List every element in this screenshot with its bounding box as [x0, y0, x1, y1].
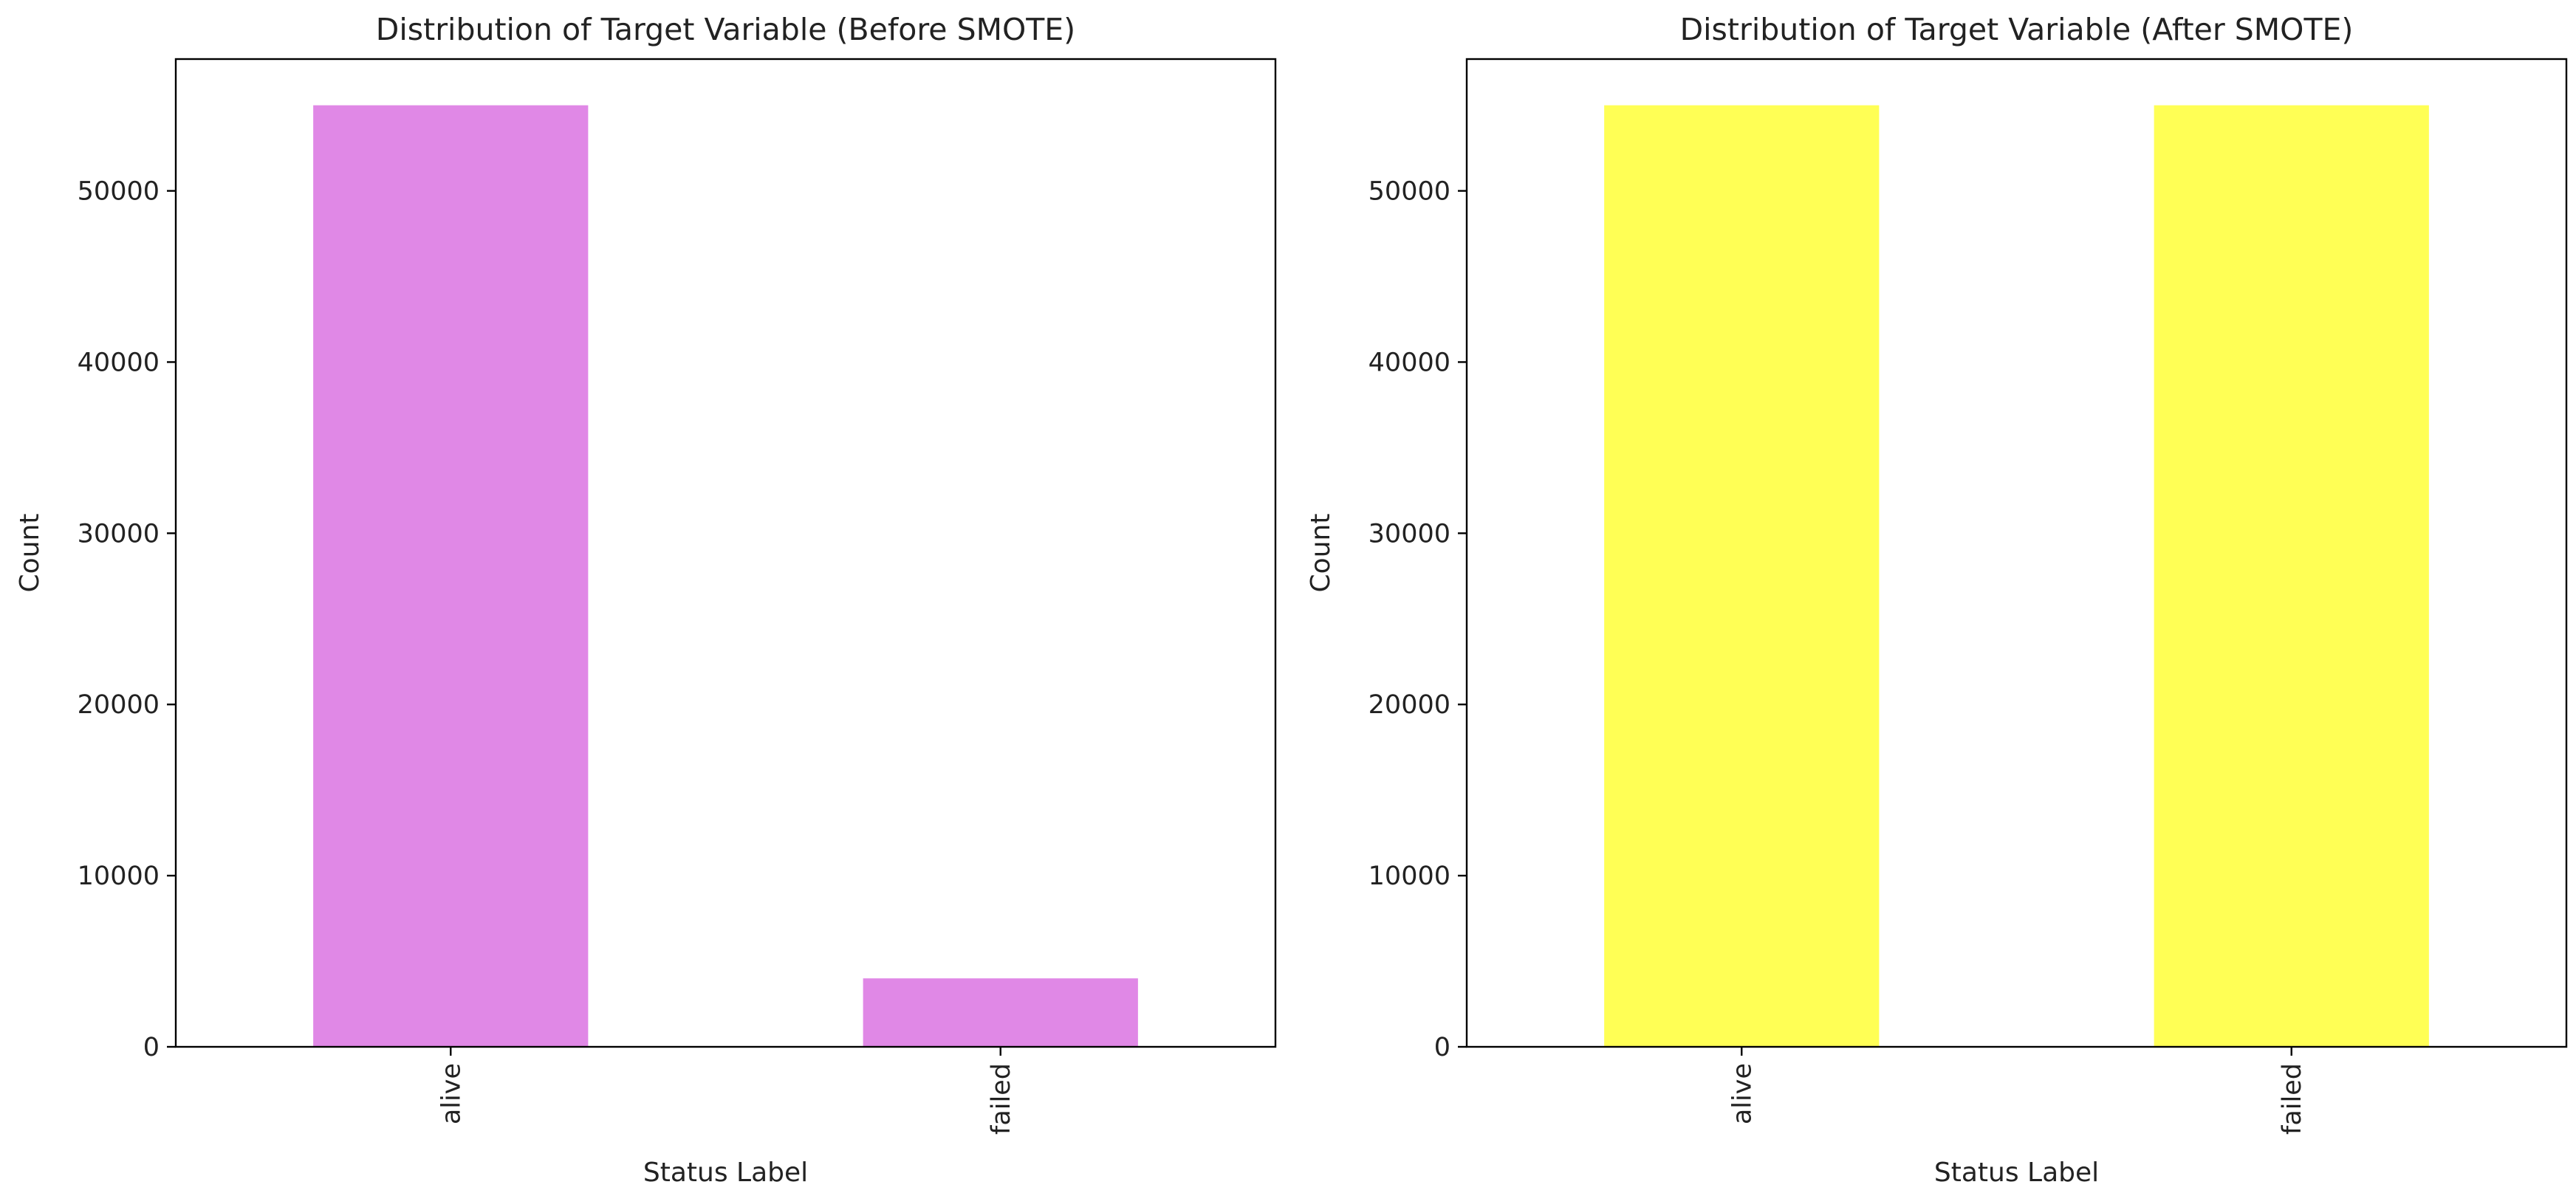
y-tick-label: 30000 — [78, 519, 160, 549]
y-tick-label: 0 — [143, 1033, 160, 1062]
y-tick-label: 10000 — [78, 862, 160, 891]
bar-failed — [863, 978, 1138, 1047]
y-tick-label: 0 — [1434, 1033, 1450, 1062]
y-axis-label: Count — [1306, 514, 1336, 593]
x-tick-label: failed — [987, 1063, 1016, 1135]
y-tick-label: 50000 — [78, 177, 160, 207]
x-tick-label: failed — [2278, 1063, 2307, 1135]
y-axis-label: Count — [15, 514, 45, 593]
y-tick-label: 40000 — [1368, 348, 1450, 377]
y-tick-label: 20000 — [78, 690, 160, 720]
x-tick-label: alive — [436, 1063, 466, 1124]
chart-after-smote: 0 10000 20000 30000 40000 50000 alive failed Dis… — [1306, 12, 2568, 1188]
axes-frame — [174, 58, 1277, 1048]
x-tick-label: alive — [1727, 1063, 1757, 1124]
y-tick-label: 10000 — [1368, 862, 1450, 891]
axes-frame — [1465, 58, 2568, 1048]
y-tick-label: 50000 — [1368, 177, 1450, 207]
chart-before-smote: 0 10000 20000 30000 40000 50000 alive failed Dis… — [15, 12, 1277, 1188]
bar-alive — [313, 105, 589, 1047]
y-tick-label: 40000 — [78, 348, 160, 377]
x-axis-label: Status Label — [643, 1158, 808, 1188]
bar-failed — [2154, 105, 2429, 1047]
x-axis-label: Status Label — [1934, 1158, 2099, 1188]
chart-title: Distribution of Target Variable (Before … — [376, 12, 1075, 47]
bar-alive — [1604, 105, 1880, 1047]
chart-title: Distribution of Target Variable (After S… — [1680, 12, 2354, 47]
y-tick-label: 20000 — [1368, 690, 1450, 720]
y-tick-label: 30000 — [1368, 519, 1450, 549]
